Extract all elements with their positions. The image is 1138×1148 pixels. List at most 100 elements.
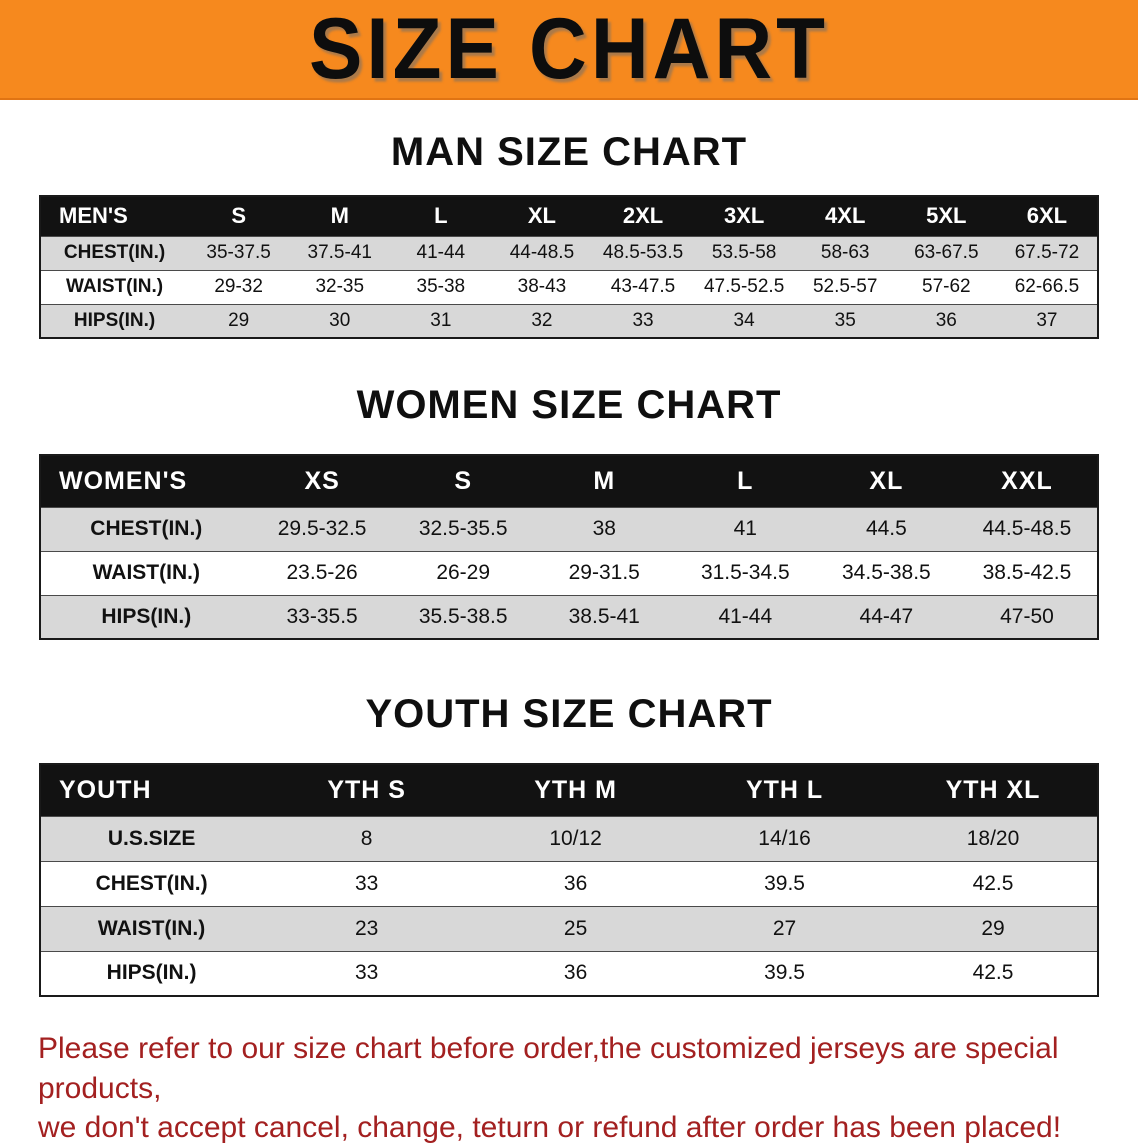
table-cell: 52.5-57 — [794, 269, 896, 304]
table-cell: 31 — [390, 303, 492, 338]
table-cell: 47.5-52.5 — [693, 269, 795, 304]
table-cell: 26-29 — [392, 550, 534, 595]
table-cell: 29-32 — [188, 269, 290, 304]
table-cell: 39.5 — [680, 950, 890, 996]
table-cell: 34.5-38.5 — [815, 550, 957, 595]
footer-disclaimer: Please refer to our size chart before or… — [38, 1029, 1100, 1148]
youth-section-heading: YOUTH SIZE CHART — [365, 692, 773, 736]
table-cell: 30 — [289, 303, 391, 338]
women-section-heading: WOMEN SIZE CHART — [356, 383, 782, 427]
table-cell: 14/16 — [680, 815, 890, 861]
youth-header-cell: YTH M — [471, 764, 681, 816]
table-cell: 27 — [680, 905, 890, 951]
row-label: WAIST(IN.) — [40, 905, 263, 951]
table-cell: 37 — [996, 303, 1098, 338]
row-label: WAIST(IN.) — [40, 269, 189, 304]
table-cell: 38-43 — [491, 269, 593, 304]
women-header-cell: XL — [815, 455, 957, 507]
row-label: U.S.SIZE — [40, 815, 263, 861]
women-header-row: WOMEN'S XS S M L XL XXL — [40, 455, 1098, 507]
table-cell: 36 — [895, 303, 997, 338]
youth-header-cell: YOUTH — [40, 764, 263, 816]
row-label: HIPS(IN.) — [40, 950, 263, 996]
table-cell: 44-47 — [815, 594, 957, 639]
table-cell: 47-50 — [956, 594, 1098, 639]
men-header-cell: 5XL — [895, 196, 997, 236]
men-size-table: MEN'S S M L XL 2XL 3XL 4XL 5XL 6XL CHEST… — [39, 195, 1099, 339]
women-size-table: WOMEN'S XS S M L XL XXL CHEST(IN.) 29.5-… — [39, 454, 1099, 640]
table-cell: 44.5 — [815, 506, 957, 551]
men-header-row: MEN'S S M L XL 2XL 3XL 4XL 5XL 6XL — [40, 196, 1098, 236]
row-label: CHEST(IN.) — [40, 860, 263, 906]
table-cell: 35-37.5 — [188, 235, 290, 270]
youth-hips-row: HIPS(IN.) 33 36 39.5 42.5 — [40, 950, 1098, 996]
row-label: HIPS(IN.) — [40, 303, 189, 338]
size-chart-banner: SIZE CHART — [0, 0, 1138, 100]
table-cell: 34 — [693, 303, 795, 338]
table-cell: 38.5-42.5 — [956, 550, 1098, 595]
youth-header-row: YOUTH YTH S YTH M YTH L YTH XL — [40, 764, 1098, 816]
youth-chest-row: CHEST(IN.) 33 36 39.5 42.5 — [40, 860, 1098, 906]
table-cell: 42.5 — [889, 860, 1098, 906]
youth-header-cell: YTH L — [680, 764, 890, 816]
table-cell: 23 — [262, 905, 472, 951]
table-cell: 29 — [889, 905, 1098, 951]
table-cell: 36 — [471, 860, 681, 906]
table-cell: 31.5-34.5 — [674, 550, 816, 595]
table-cell: 62-66.5 — [996, 269, 1098, 304]
men-header-cell: M — [289, 196, 391, 236]
women-header-cell: S — [392, 455, 534, 507]
table-cell: 42.5 — [889, 950, 1098, 996]
men-header-cell: L — [390, 196, 492, 236]
women-header-cell: L — [674, 455, 816, 507]
table-cell: 32-35 — [289, 269, 391, 304]
youth-waist-row: WAIST(IN.) 23 25 27 29 — [40, 905, 1098, 951]
youth-header-cell: YTH S — [262, 764, 472, 816]
table-cell: 18/20 — [889, 815, 1098, 861]
table-cell: 29.5-32.5 — [251, 506, 393, 551]
table-cell: 33 — [592, 303, 694, 338]
table-cell: 35.5-38.5 — [392, 594, 534, 639]
table-cell: 32 — [491, 303, 593, 338]
women-waist-row: WAIST(IN.) 23.5-26 26-29 29-31.5 31.5-34… — [40, 550, 1098, 595]
footer-line-1: Please refer to our size chart before or… — [38, 1032, 1059, 1105]
table-cell: 58-63 — [794, 235, 896, 270]
table-cell: 44.5-48.5 — [956, 506, 1098, 551]
men-header-cell: 3XL — [693, 196, 795, 236]
men-header-cell: 6XL — [996, 196, 1098, 236]
men-header-cell: S — [188, 196, 290, 236]
table-cell: 37.5-41 — [289, 235, 391, 270]
table-cell: 10/12 — [471, 815, 681, 861]
table-cell: 29-31.5 — [533, 550, 675, 595]
women-header-cell: XXL — [956, 455, 1098, 507]
table-cell: 43-47.5 — [592, 269, 694, 304]
table-cell: 38.5-41 — [533, 594, 675, 639]
table-cell: 63-67.5 — [895, 235, 997, 270]
youth-ussize-row: U.S.SIZE 8 10/12 14/16 18/20 — [40, 815, 1098, 861]
table-cell: 33-35.5 — [251, 594, 393, 639]
table-cell: 33 — [262, 860, 472, 906]
youth-size-table: YOUTH YTH S YTH M YTH L YTH XL U.S.SIZE … — [39, 763, 1099, 997]
row-label: CHEST(IN.) — [40, 506, 252, 551]
table-cell: 25 — [471, 905, 681, 951]
row-label: WAIST(IN.) — [40, 550, 252, 595]
table-cell: 57-62 — [895, 269, 997, 304]
table-cell: 41-44 — [390, 235, 492, 270]
women-header-cell: XS — [251, 455, 393, 507]
table-cell: 35-38 — [390, 269, 492, 304]
men-chest-row: CHEST(IN.) 35-37.5 37.5-41 41-44 44-48.5… — [40, 235, 1098, 270]
men-header-cell: 4XL — [794, 196, 896, 236]
table-cell: 29 — [188, 303, 290, 338]
table-cell: 35 — [794, 303, 896, 338]
men-header-cell: XL — [491, 196, 593, 236]
men-waist-row: WAIST(IN.) 29-32 32-35 35-38 38-43 43-47… — [40, 269, 1098, 304]
banner-title: SIZE CHART — [309, 0, 829, 97]
table-cell: 48.5-53.5 — [592, 235, 694, 270]
table-cell: 36 — [471, 950, 681, 996]
table-cell: 67.5-72 — [996, 235, 1098, 270]
men-section-heading: MAN SIZE CHART — [390, 130, 748, 174]
women-hips-row: HIPS(IN.) 33-35.5 35.5-38.5 38.5-41 41-4… — [40, 594, 1098, 639]
table-cell: 23.5-26 — [251, 550, 393, 595]
footer-line-2: we don't accept cancel, change, teturn o… — [38, 1111, 1062, 1145]
table-cell: 41-44 — [674, 594, 816, 639]
